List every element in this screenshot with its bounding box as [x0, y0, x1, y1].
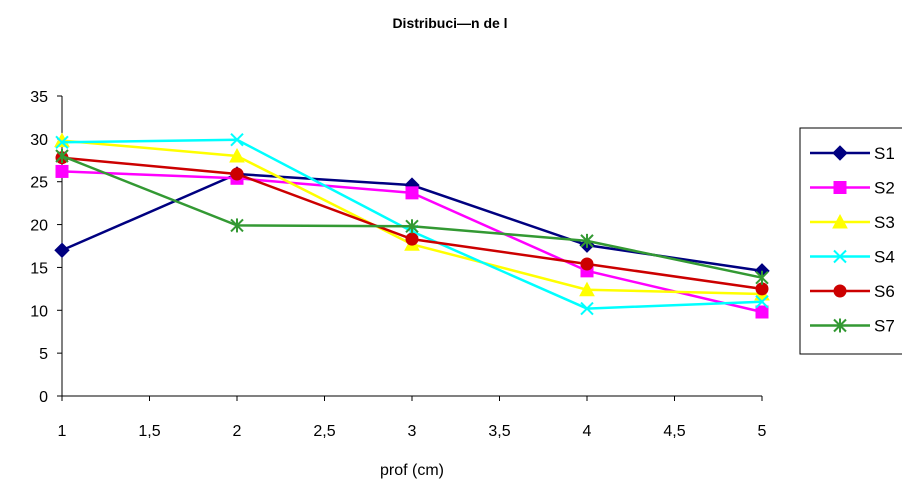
series-S7: [55, 149, 769, 285]
legend-label: S7: [874, 317, 895, 336]
marker-stroke: [55, 135, 69, 149]
legend-label: S1: [874, 144, 895, 163]
data-point: [55, 149, 69, 163]
y-tick-label: 30: [30, 132, 48, 149]
data-point: [54, 242, 70, 258]
y-tick-label: 5: [39, 346, 48, 363]
x-tick-label: 2,5: [313, 423, 335, 440]
y-tick-label: 20: [30, 218, 48, 235]
data-point: [755, 305, 769, 319]
legend-marker: [833, 318, 847, 333]
data-point: [580, 233, 594, 248]
series-line: [61, 139, 763, 296]
legend-marker: [833, 284, 847, 298]
data-point: [405, 219, 419, 234]
legend-label: S4: [874, 248, 895, 267]
data-point: [580, 257, 594, 271]
y-tick-label: 15: [30, 260, 48, 277]
chart-title: Distribuci—n de l: [392, 15, 508, 31]
legend-label: S2: [874, 179, 895, 198]
axes: 0 5 10 15 20 25 30 35 1 1,5 2 2,5 3 3,5 4 4,5 5: [30, 89, 766, 440]
legend-entry: S7: [810, 317, 895, 336]
legend-marker: [832, 213, 848, 229]
legend-box: [799, 127, 902, 355]
legend-marker: [833, 181, 847, 194]
series-line: [61, 154, 763, 279]
data-point: [755, 295, 769, 309]
legend-marker: [833, 249, 847, 264]
x-tick-label: 1,5: [138, 423, 160, 440]
y-tick-label: 35: [30, 89, 48, 106]
data-point: [755, 270, 769, 285]
x-tick-label: 4: [583, 423, 592, 440]
marker-stroke: [755, 295, 769, 309]
legend-entry: S6: [810, 282, 895, 301]
data-point: [579, 281, 595, 297]
data-point: [405, 232, 419, 246]
legend-entry: S4: [810, 248, 895, 267]
data-point: [405, 186, 419, 200]
y-tick-label: 0: [39, 389, 48, 406]
x-tick-label: 5: [758, 423, 767, 440]
data-point: [55, 135, 69, 149]
legend-label: S6: [874, 282, 895, 301]
data-point: [230, 218, 244, 233]
marker-stroke: [580, 301, 594, 316]
legend: S1 S2 S3 S4 S6 S7: [799, 127, 902, 355]
x-tick-label: 3,5: [488, 423, 510, 440]
x-tick-label: 4,5: [663, 423, 685, 440]
x-axis-title: prof (cm): [380, 462, 444, 479]
data-point: [229, 147, 245, 163]
marker-stroke: [833, 249, 847, 264]
y-tick-label: 10: [30, 303, 48, 320]
series-lines: [54, 132, 770, 319]
data-point: [55, 164, 69, 178]
x-tick-label: 3: [408, 423, 417, 440]
x-tick-label: 1: [58, 423, 67, 440]
legend-label: S3: [874, 213, 895, 232]
x-tick-label: 2: [233, 423, 242, 440]
legend-entry: S3: [810, 213, 895, 232]
series-S6: [55, 151, 769, 296]
marker-stroke: [230, 133, 244, 147]
legend-entry: S2: [810, 179, 895, 198]
y-tick-label: 25: [30, 175, 48, 192]
legend-entry: S1: [810, 144, 895, 163]
data-point: [580, 301, 594, 316]
data-point: [230, 133, 244, 147]
data-point: [230, 167, 244, 181]
legend-marker: [832, 145, 848, 161]
